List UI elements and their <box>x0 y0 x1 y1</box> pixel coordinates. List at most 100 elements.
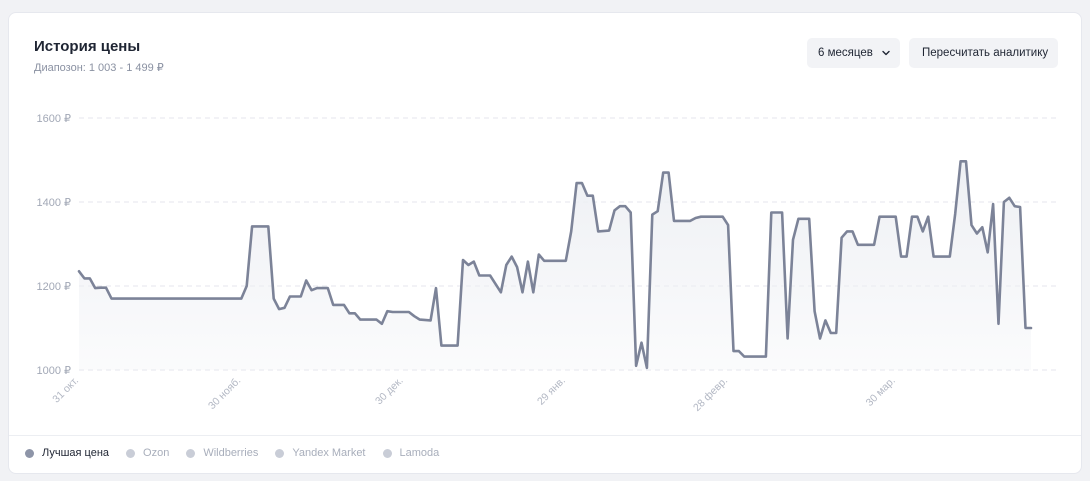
data-point <box>635 365 637 367</box>
data-point <box>381 323 383 325</box>
legend-item[interactable]: Yandex Market <box>275 447 366 459</box>
data-point <box>927 216 929 218</box>
data-point <box>1008 197 1010 199</box>
data-point <box>581 182 583 184</box>
data-point <box>765 355 767 357</box>
data-point <box>646 367 648 369</box>
x-tick-label: 30 нояб. <box>206 375 243 412</box>
data-point <box>640 342 642 344</box>
data-point <box>722 216 724 218</box>
data-point <box>743 355 745 357</box>
data-point <box>516 266 518 268</box>
data-point <box>911 216 913 218</box>
series-line <box>77 160 1033 370</box>
data-point <box>770 211 772 213</box>
data-point <box>830 332 832 334</box>
data-point <box>922 230 924 232</box>
price-history-card: История цены Диапозон: 1 003 - 1 499 ₽ 6… <box>8 12 1082 474</box>
data-point <box>565 260 567 262</box>
data-point <box>630 211 632 213</box>
data-point <box>240 297 242 299</box>
data-point <box>959 160 961 162</box>
data-point <box>673 220 675 222</box>
data-point <box>256 225 258 227</box>
data-point <box>289 295 291 297</box>
data-point <box>786 337 788 339</box>
legend-item[interactable]: Wildberries <box>186 447 258 459</box>
recalculate-analytics-button[interactable]: Пересчитать аналитику <box>909 38 1058 68</box>
data-point <box>949 255 951 257</box>
data-point <box>473 260 475 262</box>
data-point <box>1014 205 1016 207</box>
data-point <box>694 217 696 219</box>
data-point <box>332 304 334 306</box>
data-point <box>738 350 740 352</box>
y-tick-label: 1200 ₽ <box>36 281 71 293</box>
price-range-subtitle: Диапозон: 1 003 - 1 499 ₽ <box>34 62 164 74</box>
legend-label: Lamoda <box>399 447 440 459</box>
chevron-down-icon <box>882 50 890 56</box>
data-point <box>527 260 529 262</box>
data-point <box>808 218 810 220</box>
data-point <box>916 216 918 218</box>
data-point <box>316 287 318 289</box>
x-tick-label: 30 дек. <box>373 375 406 408</box>
data-point <box>840 237 842 239</box>
data-point <box>662 171 664 173</box>
data-point <box>327 287 329 289</box>
data-point <box>283 307 285 309</box>
page-title: История цены <box>34 38 141 55</box>
data-point <box>597 230 599 232</box>
y-tick-label: 1000 ₽ <box>36 365 71 377</box>
data-point <box>824 319 826 321</box>
data-point <box>500 291 502 293</box>
data-point <box>354 312 356 314</box>
x-tick-label: 31 окт. <box>50 375 81 406</box>
period-select-label: 6 месяцев <box>818 47 873 59</box>
data-point <box>797 218 799 220</box>
legend-dot-icon <box>275 448 285 458</box>
data-point <box>819 337 821 339</box>
data-point <box>538 253 540 255</box>
data-point <box>813 310 815 312</box>
data-point <box>386 310 388 312</box>
data-point <box>300 295 302 297</box>
data-point <box>251 225 253 227</box>
data-point <box>1019 206 1021 208</box>
data-point <box>456 344 458 346</box>
data-point <box>970 224 972 226</box>
data-point <box>878 216 880 218</box>
data-point <box>343 304 345 306</box>
data-point <box>575 182 577 184</box>
data-point <box>586 195 588 197</box>
data-point <box>505 264 507 266</box>
data-point <box>732 350 734 352</box>
data-point <box>608 229 610 231</box>
legend-item[interactable]: Лучшая цена <box>25 447 109 459</box>
data-point <box>976 232 978 234</box>
data-point <box>613 209 615 211</box>
legend-item[interactable]: Ozon <box>126 447 169 459</box>
data-point <box>1003 201 1005 203</box>
data-point <box>667 171 669 173</box>
data-point <box>359 318 361 320</box>
x-tick-label: 30 мар. <box>864 375 898 409</box>
data-point <box>873 244 875 246</box>
legend-label: Yandex Market <box>292 447 366 459</box>
legend-item[interactable]: Lamoda <box>382 447 440 459</box>
data-point <box>846 230 848 232</box>
data-point <box>110 297 112 299</box>
period-select[interactable]: 6 месяцев <box>807 38 900 68</box>
legend-dot-icon <box>25 448 34 458</box>
data-point <box>462 259 464 261</box>
data-point <box>992 203 994 205</box>
legend-label: Лучшая цена <box>42 447 110 459</box>
data-point <box>440 344 442 346</box>
data-point <box>689 220 691 222</box>
data-point <box>83 277 85 279</box>
data-point <box>624 205 626 207</box>
series-area <box>79 161 1031 370</box>
y-tick-label: 1400 ₽ <box>36 197 71 209</box>
y-tick-label: 1600 ₽ <box>36 113 71 125</box>
x-tick-label: 28 февр. <box>691 375 730 414</box>
